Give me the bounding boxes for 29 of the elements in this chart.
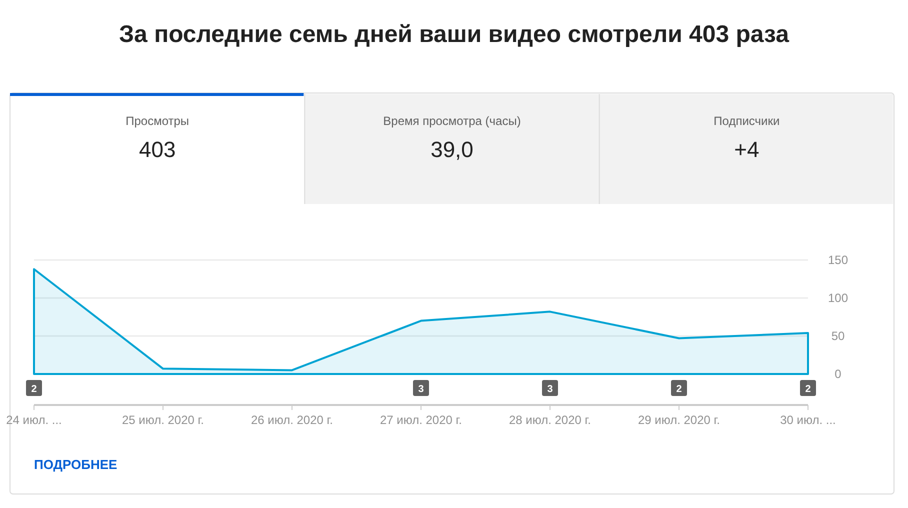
text: ПОДРОБНЕЕ [34, 457, 118, 472]
chart-title: За последние семь дней ваши видео смотрели 403 раза [119, 21, 790, 48]
x-tick-label: 25 июл. 2020 г. [122, 413, 204, 427]
count-badge: 2 [800, 380, 816, 396]
annotation: 3 [418, 384, 424, 395]
text: Просмотры [126, 114, 190, 128]
x-tick-label: 26 июл. 2020 г. [250, 413, 334, 427]
annotation: 2 [676, 384, 682, 395]
count-badge: 3 [542, 380, 558, 396]
annotation: 3 [547, 384, 554, 395]
y-tick-label: 0 [834, 367, 842, 381]
x-tick-label: 28 июл. 2020 г. [508, 413, 592, 427]
text: Подписчики [714, 114, 780, 128]
x-tick-label: 24 июл. ... [6, 413, 62, 427]
count-badge: 3 [413, 380, 429, 396]
count-badge: 2 [671, 380, 687, 396]
text: +4 [734, 137, 760, 162]
text: 39,0 [430, 137, 474, 162]
text: Время просмотра (часы) [383, 114, 521, 128]
text: 403 [138, 137, 176, 162]
annotation: 2 [31, 384, 38, 395]
x-tick-label: 29 июл. 2020 г. [638, 413, 720, 427]
y-tick-label: 50 [831, 329, 845, 343]
annotation: 2 [805, 384, 812, 395]
x-tick-label: 30 июл. ... [780, 413, 836, 427]
y-tick-label: 100 [828, 291, 848, 305]
x-tick-label: 27 июл. 2020 г. [380, 413, 462, 427]
y-tick-label: 150 [828, 253, 848, 267]
count-badge: 2 [26, 380, 42, 396]
